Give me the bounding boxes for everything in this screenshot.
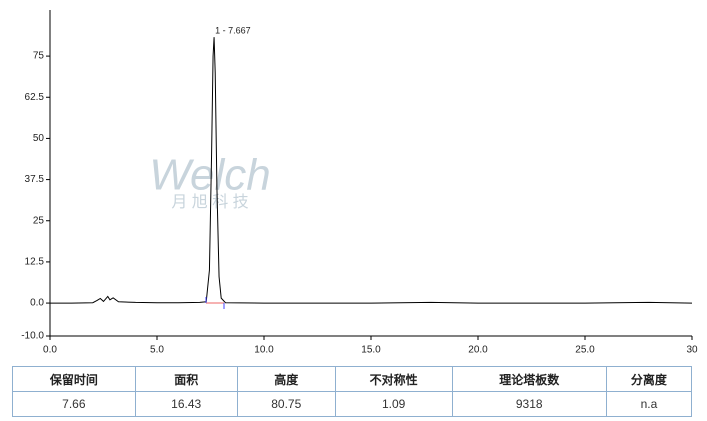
x-tick-label: 15.0 (361, 345, 381, 356)
y-tick-label: 75 (33, 51, 45, 62)
cell: 1.09 (334, 391, 453, 417)
y-tick-label: 25 (33, 215, 45, 226)
x-tick-label: 0.0 (43, 345, 57, 356)
cell: 80.75 (236, 391, 336, 417)
y-tick-label: 12.5 (25, 257, 45, 268)
x-tick-label: 25.0 (575, 345, 595, 356)
x-tick-label: 30 (686, 345, 698, 356)
column-header: 面积 (134, 366, 238, 392)
trace (50, 37, 693, 304)
cell: n.a (605, 391, 693, 417)
watermark: Welch (149, 151, 270, 200)
x-tick-label: 20.0 (468, 345, 488, 356)
column-header: 分离度 (605, 366, 693, 392)
result-table: 保留时间 面积 高度 不对称性 理论塔板数 分离度 7.66 16.43 80.75 1.09 9… (12, 366, 693, 417)
chart: Welch 月 旭 科 技 -10.0 0.0 12.5 25 37.5 50 62.5 75… (21, 10, 698, 356)
y-tick-label: 37.5 (25, 174, 45, 185)
column-header: 高度 (236, 366, 336, 392)
y-tick-label: 0.0 (30, 298, 44, 309)
column-header: 理论塔板数 (451, 366, 607, 392)
peak-label: 1 - 7.667 (215, 26, 251, 36)
cell: 9318 (451, 391, 607, 417)
cell: 7.66 (12, 391, 136, 417)
x-tick-label: 10.0 (254, 345, 274, 356)
y-tick-label: 62.5 (25, 92, 45, 103)
column-header: 不对称性 (334, 366, 453, 392)
cell: 16.43 (134, 391, 238, 417)
y-tick-label: 50 (33, 133, 45, 144)
y-tick-label: -10.0 (21, 331, 44, 342)
watermark-sub: 月 旭 科 技 (171, 193, 248, 211)
column-header: 保留时间 (12, 366, 136, 392)
x-tick-label: 5.0 (150, 345, 164, 356)
